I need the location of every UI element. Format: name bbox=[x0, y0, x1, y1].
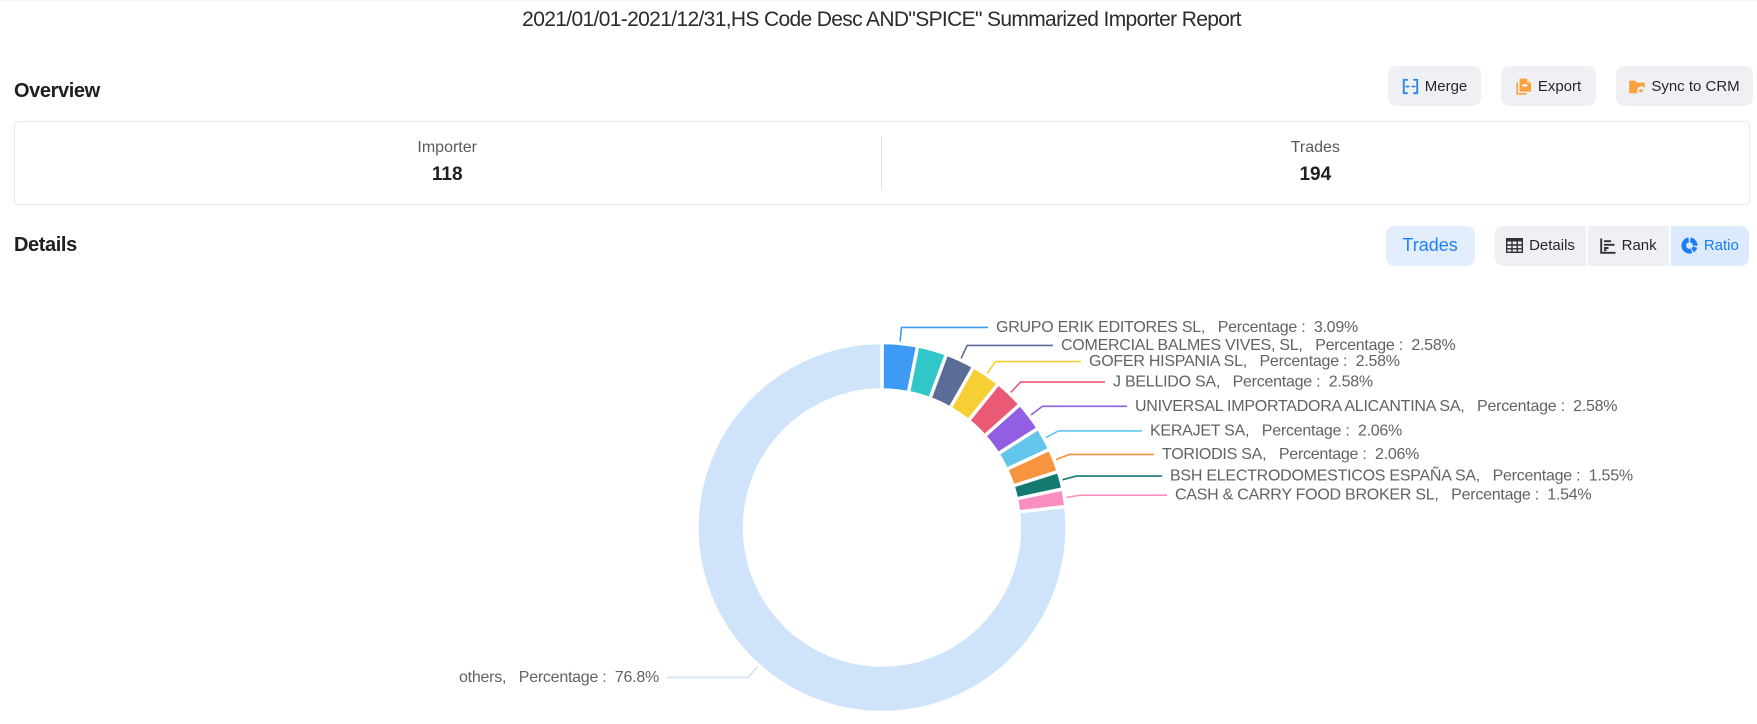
svg-text:GOFER HISPANIA SL, Percentag: GOFER HISPANIA SL, Percentage : 2.58% bbox=[1089, 353, 1400, 370]
svg-text:CASH & CARRY FOOD BROKER SL,: CASH & CARRY FOOD BROKER SL, Percentage … bbox=[1175, 487, 1591, 504]
svg-text:TORIODIS SA, Percentage : 2: TORIODIS SA, Percentage : 2.06% bbox=[1162, 446, 1419, 463]
svg-text:UNIVERSAL IMPORTADORA ALICANTI: UNIVERSAL IMPORTADORA ALICANTINA SA, Per… bbox=[1135, 398, 1617, 415]
svg-text:BSH ELECTRODOMESTICOS ESPAÑA S: BSH ELECTRODOMESTICOS ESPAÑA SA, Percent… bbox=[1170, 465, 1633, 485]
svg-text:KERAJET SA, Percentage : 2.: KERAJET SA, Percentage : 2.06% bbox=[1150, 422, 1402, 439]
svg-text:others, Percentage : 76.8%: others, Percentage : 76.8% bbox=[459, 669, 659, 686]
svg-text:J BELLIDO SA, Percentage :: J BELLIDO SA, Percentage : 2.58% bbox=[1113, 374, 1373, 391]
svg-text:COMERCIAL BALMES VIVES, SL,: COMERCIAL BALMES VIVES, SL, Percentage :… bbox=[1061, 337, 1455, 354]
svg-text:GRUPO ERIK EDITORES SL, Perc: GRUPO ERIK EDITORES SL, Percentage : 3.0… bbox=[996, 319, 1358, 336]
